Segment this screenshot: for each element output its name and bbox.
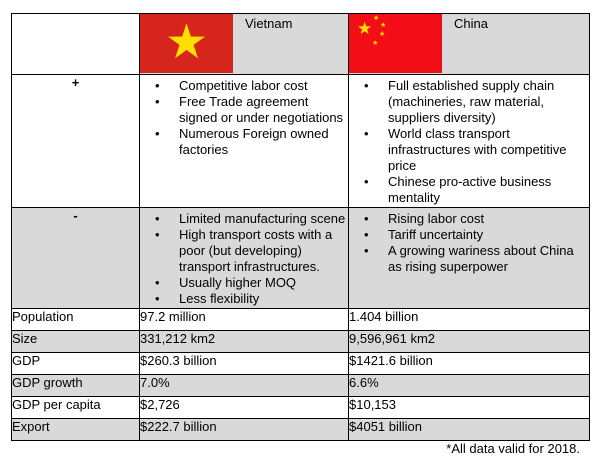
stat-value-vietnam: 331,212 km2 [139, 330, 349, 353]
table-row: GDP per capita $2,726 $10,153 [11, 396, 590, 419]
star-icon: ★ [372, 39, 379, 47]
list-item: Less flexibility [140, 291, 346, 307]
vietnam-flag-icon: ★ [140, 14, 233, 73]
table-row: GDP growth 7.0% 6.6% [11, 374, 590, 397]
stat-value-china: $1421.6 billion [348, 352, 590, 375]
table-row: Population 97.2 million 1.404 billion [11, 308, 590, 331]
star-icon: ★ [379, 30, 386, 38]
star-icon: ★ [373, 14, 380, 22]
table-row: Size 331,212 km2 9,596,961 km2 [11, 330, 590, 353]
list-item: Numerous Foreign owned factories [140, 126, 346, 158]
china-flag-icon: ★ ★ ★ ★ ★ [349, 14, 442, 73]
stat-value-vietnam: $222.7 billion [139, 418, 349, 441]
star-icon: ★ [357, 19, 373, 39]
list-item: Full established supply chain (machineri… [349, 78, 587, 126]
stat-value-vietnam: $2,726 [139, 396, 349, 419]
stat-label: GDP growth [11, 374, 140, 397]
star-icon: ★ [380, 21, 387, 29]
stat-value-china: 1.404 billion [348, 308, 590, 331]
minus-sign: - [11, 207, 140, 309]
vietnam-pros-cell: Competitive labor cost Free Trade agreem… [139, 74, 349, 208]
list-item: High transport costs with a poor (but de… [140, 227, 346, 275]
vietnam-cons-list: Limited manufacturing scene High transpo… [140, 208, 348, 307]
list-item: Chinese pro-active business mentality [349, 174, 587, 206]
list-item: Competitive labor cost [140, 78, 346, 94]
star-icon: ★ [164, 14, 209, 70]
stat-label: Population [11, 308, 140, 331]
china-cons-list: Rising labor cost Tariff uncertainty A g… [349, 208, 589, 275]
vietnam-column-title: Vietnam [245, 16, 293, 31]
china-header-cell: ★ ★ ★ ★ ★ China [348, 13, 590, 75]
cons-row: - Limited manufacturing scene High trans… [11, 207, 590, 309]
list-item: World class transport infrastructures wi… [349, 126, 587, 174]
pros-row: + Competitive labor cost Free Trade agre… [11, 74, 590, 208]
list-item: Rising labor cost [349, 211, 587, 227]
stat-value-china: 9,596,961 km2 [348, 330, 590, 353]
stat-value-vietnam: 97.2 million [139, 308, 349, 331]
table-row: GDP $260.3 billion $1421.6 billion [11, 352, 590, 375]
stat-value-china: $4051 billion [348, 418, 590, 441]
plus-sign: + [11, 74, 140, 208]
vietnam-cons-cell: Limited manufacturing scene High transpo… [139, 207, 349, 309]
stat-value-china: $10,153 [348, 396, 590, 419]
stat-label: Size [11, 330, 140, 353]
list-item: A growing wariness about China as rising… [349, 243, 587, 275]
table-row: Export $222.7 billion $4051 billion [11, 418, 590, 441]
china-pros-list: Full established supply chain (machineri… [349, 75, 589, 206]
list-item: Free Trade agreement signed or under neg… [140, 94, 346, 126]
list-item: Limited manufacturing scene [140, 211, 346, 227]
china-pros-cell: Full established supply chain (machineri… [348, 74, 590, 208]
stat-label: GDP per capita [11, 396, 140, 419]
header-row: ★ Vietnam ★ ★ ★ ★ ★ China [11, 13, 590, 75]
stat-value-vietnam: 7.0% [139, 374, 349, 397]
footnote: *All data valid for 2018. [446, 441, 580, 456]
stat-label: GDP [11, 352, 140, 375]
list-item: Usually higher MOQ [140, 275, 346, 291]
china-cons-cell: Rising labor cost Tariff uncertainty A g… [348, 207, 590, 309]
vietnam-pros-list: Competitive labor cost Free Trade agreem… [140, 75, 348, 158]
stat-label: Export [11, 418, 140, 441]
stat-value-china: 6.6% [348, 374, 590, 397]
header-empty-cell [11, 13, 140, 75]
comparison-table: ★ Vietnam ★ ★ ★ ★ ★ China [11, 13, 590, 441]
vietnam-header-cell: ★ Vietnam [139, 13, 349, 75]
china-column-title: China [454, 16, 488, 31]
stat-value-vietnam: $260.3 billion [139, 352, 349, 375]
list-item: Tariff uncertainty [349, 227, 587, 243]
